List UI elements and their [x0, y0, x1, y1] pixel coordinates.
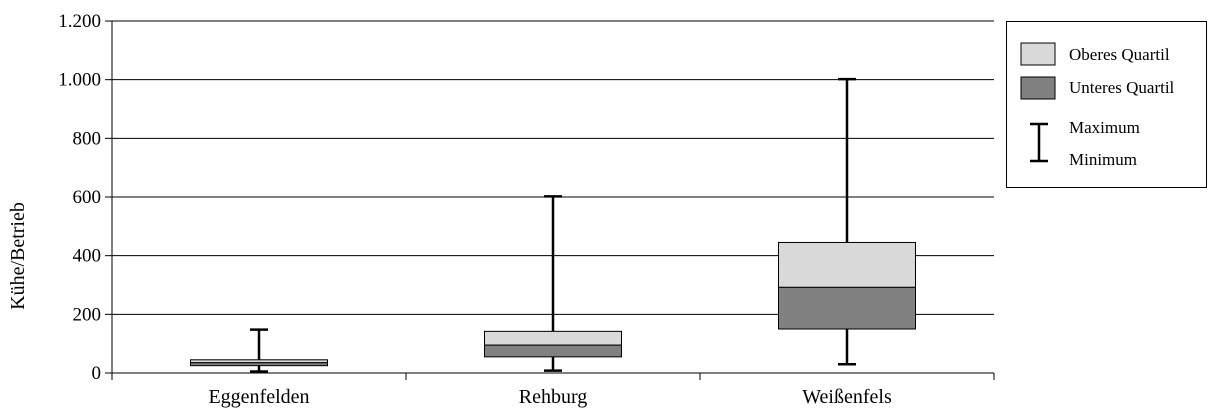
y-tick-label: 600 [73, 187, 102, 208]
x-tick-label: Rehburg [519, 386, 588, 408]
lower-quartile-box [778, 286, 916, 330]
y-tick-label: 1.000 [58, 70, 101, 91]
legend-swatch-upper [1020, 42, 1056, 66]
x-tick-label: Eggenfelden [208, 386, 309, 408]
y-tick-label: 400 [73, 246, 102, 267]
legend-label-upper: Oberes Quartil [1069, 45, 1170, 64]
x-tick-labels: Eggenfelden Rehburg Weißenfels [208, 386, 891, 408]
y-tick-label: 800 [73, 128, 102, 149]
y-axis-title: Kühe/Betrieb [7, 202, 29, 310]
lower-quartile-box [190, 362, 328, 367]
lower-quartile-box [484, 344, 622, 358]
legend-label-max: Maximum [1069, 118, 1140, 137]
y-tick-label: 1.200 [58, 11, 101, 32]
legend-label-lower: Unteres Quartil [1069, 78, 1175, 97]
legend-label-min: Minimum [1069, 150, 1137, 169]
legend-swatch-lower [1020, 76, 1056, 100]
upper-quartile-box [484, 330, 622, 346]
y-tick-labels: 0 200 400 600 800 1.000 1.200 [58, 11, 101, 384]
y-tick-label: 0 [92, 363, 102, 384]
legend: Oberes Quartil Unteres Quartil Maximum Mini… [1006, 21, 1207, 188]
x-tick-label: Weißenfels [802, 386, 892, 408]
y-tick-label: 200 [73, 304, 102, 325]
axes [105, 20, 995, 380]
boxes [190, 77, 916, 373]
upper-quartile-box [778, 241, 916, 288]
